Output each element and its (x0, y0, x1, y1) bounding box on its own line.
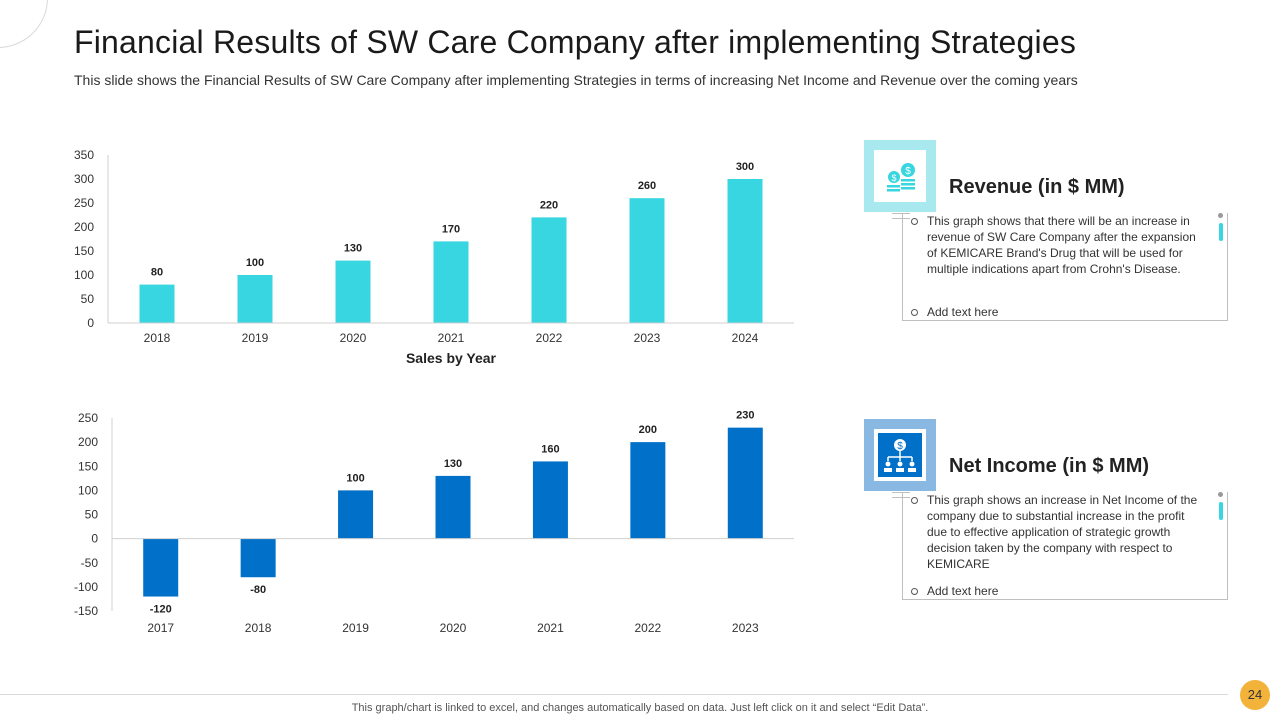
net-income-card-title: Net Income (in $ MM) (949, 455, 1150, 477)
net-income-text-box: This graph shows an increase in Net Inco… (902, 492, 1228, 600)
revenue-description: This graph shows that there will be an i… (911, 214, 1196, 276)
data-label: 300 (736, 161, 754, 173)
svg-text:$: $ (891, 173, 896, 183)
bar-2019 (338, 490, 374, 539)
svg-text:$: $ (897, 441, 903, 452)
decorative-circle (0, 0, 48, 48)
data-label: -120 (150, 604, 172, 616)
y-tick-label: 0 (91, 532, 98, 546)
y-tick-label: 250 (74, 196, 94, 210)
y-tick-label: 0 (87, 316, 94, 330)
y-tick-label: 250 (78, 411, 98, 425)
x-tick-label: 2018 (144, 331, 171, 345)
y-tick-label: -100 (74, 580, 98, 594)
data-label: 160 (541, 443, 559, 455)
scroll-bar (1219, 502, 1223, 520)
scroll-dot (1218, 492, 1223, 497)
y-tick-label: 150 (78, 459, 98, 473)
bar-2024 (727, 179, 763, 323)
data-label: 100 (246, 257, 264, 269)
bar-2023 (727, 427, 763, 539)
x-axis-title: Sales by Year (406, 350, 497, 366)
y-tick-label: 200 (78, 435, 98, 449)
scroll-dot (1218, 213, 1223, 218)
connector (892, 213, 910, 219)
x-tick-label: 2017 (147, 621, 174, 635)
bar-2017 (143, 538, 179, 597)
data-label: 220 (540, 199, 558, 211)
data-label: 200 (639, 424, 657, 436)
x-tick-label: 2023 (634, 331, 661, 345)
page-number-badge: 24 (1240, 680, 1270, 710)
x-tick-label: 2022 (635, 621, 662, 635)
dollar-hierarchy-icon: $ (878, 433, 922, 477)
page-subtitle: This slide shows the Financial Results o… (74, 72, 1078, 88)
net-income-card: $ Net Income (in $ MM) This graph shows … (864, 419, 1234, 609)
y-tick-label: 350 (74, 148, 94, 162)
bar-2021 (433, 241, 469, 323)
bar-2022 (630, 442, 666, 539)
x-tick-label: 2019 (342, 621, 369, 635)
y-tick-label: -150 (74, 604, 98, 618)
bar-2021 (532, 461, 568, 539)
x-tick-label: 2019 (242, 331, 269, 345)
bar-2018 (139, 284, 175, 323)
net-income-add-text[interactable]: Add text here (911, 583, 1199, 599)
revenue-card: $ $ Revenue (in $ MM) This graph shows t… (864, 140, 1234, 330)
data-label: 170 (442, 223, 460, 235)
scroll-bar (1219, 223, 1223, 241)
x-tick-label: 2024 (732, 331, 759, 345)
data-label: 260 (638, 180, 656, 192)
revenue-text-box: This graph shows that there will be an i… (902, 213, 1228, 321)
data-label: 230 (736, 410, 754, 422)
y-tick-label: -50 (81, 556, 99, 570)
revenue-bar-chart: 0 50 100 150 200 250 300 350 80 2018 100 2019 130 202… (74, 148, 794, 366)
data-label: 100 (346, 472, 364, 484)
data-label: 130 (344, 243, 362, 255)
x-tick-label: 2023 (732, 621, 759, 635)
data-label: 80 (151, 267, 163, 279)
footer-divider (0, 694, 1228, 695)
x-tick-label: 2020 (440, 621, 467, 635)
bar-2020 (335, 260, 371, 323)
y-tick-label: 100 (78, 483, 98, 497)
bar-2019 (237, 275, 273, 323)
x-tick-label: 2018 (245, 621, 272, 635)
money-coins-icon: $ $ (887, 163, 915, 192)
svg-text:$: $ (905, 166, 911, 177)
x-tick-label: 2020 (340, 331, 367, 345)
data-label: -80 (250, 584, 266, 596)
bar-2023 (629, 198, 665, 323)
bar-2018 (240, 538, 276, 578)
net-income-icon-box: $ (864, 419, 936, 491)
footer-note: This graph/chart is linked to excel, and… (351, 702, 929, 714)
y-tick-label: 300 (74, 172, 94, 186)
bar-2020 (435, 475, 471, 539)
revenue-add-text[interactable]: Add text here (911, 304, 1197, 320)
revenue-icon-box: $ $ (864, 140, 936, 212)
revenue-card-title: Revenue (in $ MM) (949, 176, 1125, 198)
data-label: 130 (444, 458, 462, 470)
y-tick-label: 150 (74, 244, 94, 258)
y-tick-label: 50 (81, 292, 95, 306)
y-tick-label: 100 (74, 268, 94, 282)
y-tick-label: 200 (74, 220, 94, 234)
bar-2022 (531, 217, 567, 323)
y-tick-label: 50 (85, 508, 99, 522)
net-income-description: This graph shows an increase in Net Inco… (911, 493, 1198, 571)
x-tick-label: 2022 (536, 331, 563, 345)
x-tick-label: 2021 (537, 621, 564, 635)
connector (892, 492, 910, 498)
page-title: Financial Results of SW Care Company aft… (74, 24, 1077, 60)
net-income-bar-chart: -150 -100 -50 0 50 100 150 200 250 -120 2017 -80 201… (74, 410, 794, 635)
x-tick-label: 2021 (438, 331, 465, 345)
